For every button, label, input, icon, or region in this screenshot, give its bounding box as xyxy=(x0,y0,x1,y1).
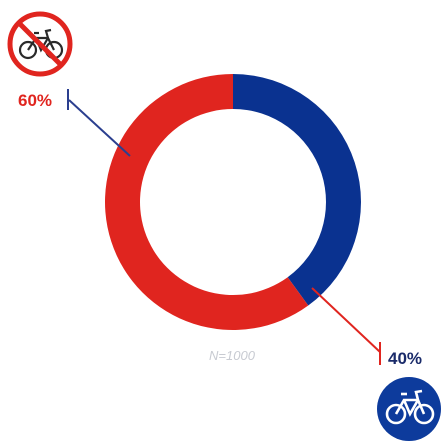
data-label-40: 40% xyxy=(388,349,422,368)
sample-size-label: N=1000 xyxy=(209,348,256,363)
data-label-60: 60% xyxy=(18,91,52,110)
bicycle-allowed-icon xyxy=(377,377,441,441)
slice-bicycles-allowed xyxy=(233,74,361,306)
slice-bicycles-not-allowed xyxy=(104,74,309,330)
leader-line-60 xyxy=(67,89,131,157)
leader-line-40 xyxy=(311,287,381,365)
no-bicycle-icon xyxy=(7,11,73,77)
